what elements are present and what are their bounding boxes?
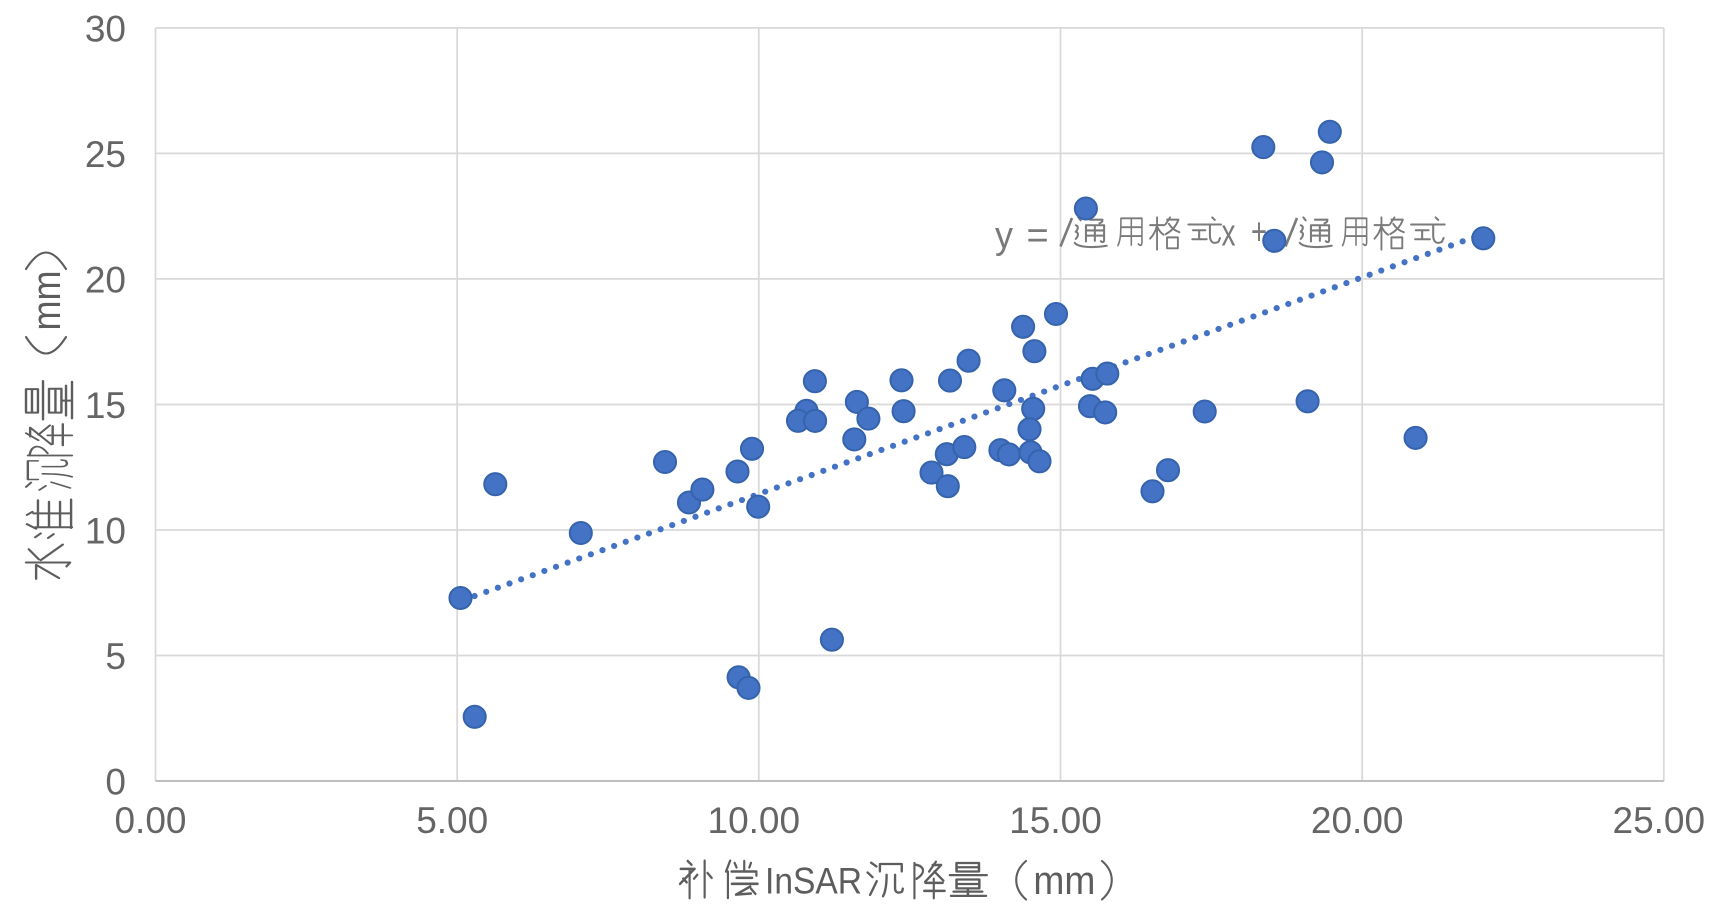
svg-text:15.00: 15.00	[1009, 800, 1102, 841]
svg-text:20: 20	[85, 259, 126, 300]
svg-text:mm: mm	[25, 271, 69, 331]
svg-text:10: 10	[85, 511, 126, 552]
svg-text:30: 30	[85, 8, 126, 49]
svg-text:0.00: 0.00	[114, 800, 186, 841]
svg-text:mm: mm	[1033, 859, 1095, 903]
svg-text:15: 15	[85, 385, 126, 426]
svg-text:5.00: 5.00	[416, 800, 488, 841]
svg-text:25: 25	[85, 134, 126, 175]
svg-text:10.00: 10.00	[708, 800, 801, 841]
svg-text:20.00: 20.00	[1311, 800, 1404, 841]
svg-text:0: 0	[105, 762, 126, 803]
svg-text:=: =	[1027, 215, 1049, 257]
svg-text:x: x	[1222, 213, 1236, 255]
svg-text:y: y	[995, 215, 1013, 257]
svg-text:InSAR: InSAR	[765, 860, 862, 902]
svg-text:5: 5	[105, 636, 126, 677]
svg-text:25.00: 25.00	[1613, 800, 1706, 841]
